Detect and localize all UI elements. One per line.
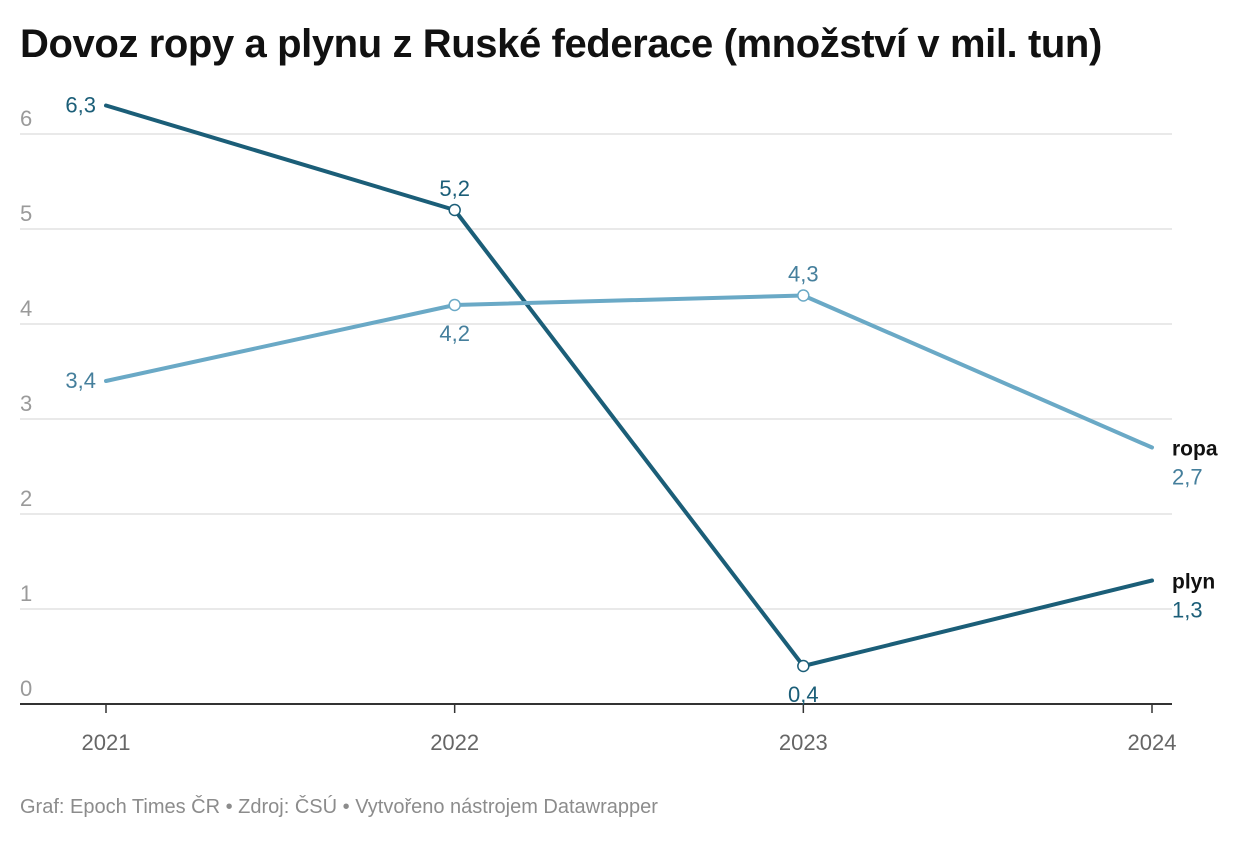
data-label: 4,2 xyxy=(439,321,470,346)
y-tick-label: 2 xyxy=(20,486,32,511)
y-tick-label: 0 xyxy=(20,676,32,701)
x-axis: 2021 2022 2023 2024 xyxy=(20,703,1177,755)
y-tick-label: 5 xyxy=(20,201,32,226)
series-line-plyn xyxy=(104,103,1154,668)
point-marker xyxy=(797,289,810,302)
series-lines xyxy=(104,103,1154,673)
series-line-ropa xyxy=(104,293,1154,450)
point-marker xyxy=(448,298,461,312)
x-tick-label: 2021 xyxy=(82,730,131,755)
data-labels: 6,3 5,2 0,4 1,3 plyn 3,4 4,2 4,3 2,7 ropa xyxy=(65,93,1217,708)
x-tick-label: 2023 xyxy=(779,730,828,755)
point-marker xyxy=(797,659,810,673)
y-tick-label: 3 xyxy=(20,391,32,416)
gridlines: 0 1 2 3 4 5 6 xyxy=(20,106,1172,701)
chart-title: Dovoz ropy a plynu z Ruské federace (mno… xyxy=(20,22,1102,66)
series-label-plyn: plyn xyxy=(1172,571,1215,594)
y-tick-label: 6 xyxy=(20,106,32,131)
data-label: 3,4 xyxy=(65,368,96,393)
y-tick-label: 4 xyxy=(20,296,32,321)
data-label: 1,3 xyxy=(1172,598,1203,623)
x-tick-label: 2022 xyxy=(430,730,479,755)
chart-footer: Graf: Epoch Times ČR • Zdroj: ČSÚ • Vytv… xyxy=(20,796,658,818)
y-tick-label: 1 xyxy=(20,581,32,606)
data-label: 6,3 xyxy=(65,93,96,118)
data-label: 2,7 xyxy=(1172,465,1203,490)
data-label: 5,2 xyxy=(439,176,470,201)
data-label: 0,4 xyxy=(788,682,819,707)
point-marker xyxy=(448,203,461,217)
x-tick-label: 2024 xyxy=(1128,730,1177,755)
series-label-ropa: ropa xyxy=(1172,438,1218,461)
data-label: 4,3 xyxy=(788,262,819,287)
